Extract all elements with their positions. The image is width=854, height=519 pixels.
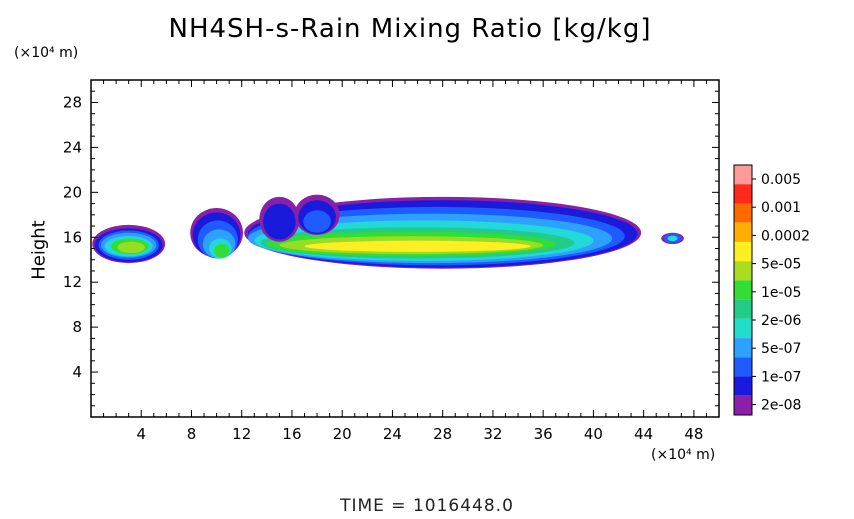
y-axis: 4 8 12 16 20 24 28: [63, 90, 719, 407]
colorbar-swatch: [734, 395, 752, 415]
colorbar-swatch: [734, 222, 752, 242]
cloud-tower2-l1: [263, 203, 296, 240]
x-axis: 4 8 12 16 20 24 28 32 36 40 44 48: [103, 80, 707, 443]
x-tick-label: 32: [483, 425, 502, 443]
x-tick-label: 20: [333, 425, 352, 443]
x-tick-label: 28: [433, 425, 452, 443]
colorbar-label: 5e-07: [761, 341, 801, 357]
x-axis-unit: (×10⁴ m): [651, 447, 716, 463]
colorbar: 0.005 0.001 0.0002 5e-05 1e-05 2e-06 5e-07 1e-0…: [733, 164, 810, 416]
y-tick-label: 4: [72, 363, 82, 381]
colorbar-swatch: [734, 357, 752, 377]
heatmap-fills: [92, 194, 684, 269]
colorbar-swatch: [734, 241, 752, 262]
y-tick-label: 16: [63, 228, 82, 246]
y-tick-label: 8: [72, 318, 82, 336]
time-label: TIME = 1016448.0: [340, 496, 514, 516]
y-tick-label: 12: [63, 273, 82, 291]
x-tick-label: 48: [684, 425, 703, 443]
colorbar-swatch: [734, 165, 752, 185]
chart-title: NH4SH-s-Rain Mixing Ratio [kg/kg]: [168, 14, 652, 44]
colorbar-border: [733, 164, 753, 416]
colorbar-swatch: [734, 318, 752, 339]
colorbar-swatch: [734, 376, 752, 396]
colorbar-label: 1e-07: [761, 369, 801, 385]
cloud-east-l2: [667, 235, 678, 242]
colorbar-label: 0.001: [761, 200, 801, 216]
colorbar-label: 2e-08: [761, 398, 801, 414]
colorbar-swatch: [734, 280, 752, 300]
cloud-main-level-8: [304, 240, 531, 252]
colorbar-swatch: [734, 338, 752, 358]
y-tick-label: 24: [63, 138, 82, 156]
colorbar-swatch: [734, 299, 752, 319]
colorbar-label: 5e-05: [761, 257, 801, 273]
colorbar-swatch: [734, 203, 752, 223]
cloud-tower3-l2: [303, 210, 331, 233]
colorbar-swatch: [734, 261, 752, 281]
cloud-west-l6: [117, 241, 146, 253]
x-tick-label: 40: [584, 425, 603, 443]
y-axis-unit: (×10⁴ m): [14, 45, 79, 61]
y-tick-label: 28: [63, 93, 82, 111]
x-tick-label: 24: [383, 425, 402, 443]
x-tick-label: 44: [634, 425, 653, 443]
x-tick-label: 16: [282, 425, 301, 443]
colorbar-label: 0.005: [761, 172, 801, 188]
x-tick-label: 36: [534, 425, 553, 443]
x-tick-label: 12: [232, 425, 251, 443]
colorbar-label: 0.0002: [761, 228, 810, 244]
y-tick-label: 20: [63, 183, 82, 201]
x-tick-label: 4: [136, 425, 146, 443]
x-tick-label: 8: [187, 425, 197, 443]
colorbar-label: 1e-05: [761, 285, 801, 301]
colorbar-swatch: [734, 184, 752, 204]
colorbar-label: 2e-06: [761, 313, 801, 329]
cloud-tower1-l5: [214, 244, 230, 258]
